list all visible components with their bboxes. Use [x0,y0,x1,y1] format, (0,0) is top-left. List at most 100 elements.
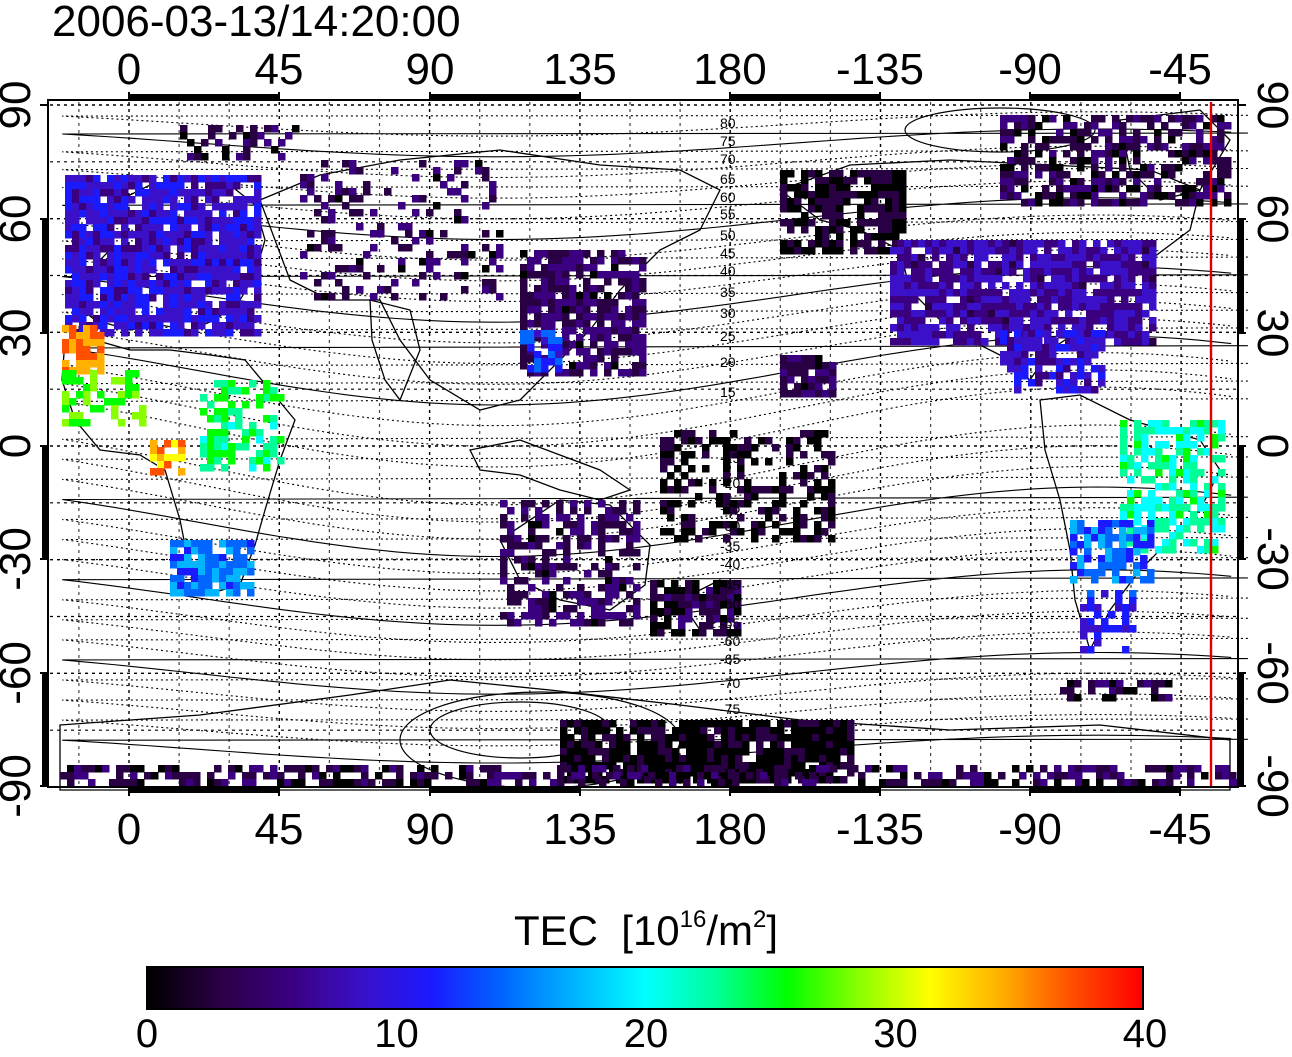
tec-cell [1126,115,1134,123]
tec-cell [1070,344,1078,352]
tec-cell [1007,358,1015,366]
tec-cell [974,261,982,269]
tec-cell [254,273,262,281]
tec-cell [836,198,844,206]
tec-cell [221,408,229,416]
tec-cell [1128,261,1136,269]
tec-cell [226,217,234,225]
tec-cell [744,493,752,501]
tec-cell [1000,122,1008,130]
colorbar-unit-base: 10 [632,907,680,954]
tec-cell [184,301,192,309]
tec-cell [725,779,733,787]
tec-cell [763,727,771,735]
tec-cell [892,226,900,234]
tec-cell [1141,476,1149,484]
tec-cell [576,250,584,258]
tec-cell [676,765,684,773]
tec-cell [107,245,115,253]
tec-cell [897,338,905,346]
tec-cell [787,219,795,227]
tec-cell [925,338,933,346]
tec-cell [1000,143,1008,151]
tec-cell [583,278,591,286]
tec-cell [1091,527,1099,535]
tec-cell [588,748,596,756]
tec-cell [562,334,570,342]
tec-cell [242,401,250,409]
tec-cell [65,245,73,253]
tec-cell [521,500,529,508]
tec-cell [734,601,742,609]
tec-cell [128,182,136,190]
tec-cell [1021,372,1029,380]
tec-cell [263,387,271,395]
tec-cell [686,727,694,735]
tec-cell [1149,338,1157,346]
tec-cell [674,479,682,487]
tec-cell [570,563,578,571]
tec-cell [1077,185,1085,193]
tec-cell [1162,539,1170,547]
tec-cell [734,587,742,595]
tec-cell [226,252,234,260]
tec-cell [737,451,745,459]
tec-cell [723,472,731,480]
tec-cell [1044,247,1052,255]
tec-cell [233,182,241,190]
tec-cell [118,391,126,399]
tec-cell [1080,604,1088,612]
tec-cell [1079,261,1087,269]
tec-cell [583,285,591,293]
tec-cell [721,769,729,777]
tec-cell [1134,511,1142,519]
tec-cell [567,734,575,742]
tec-cell [205,540,213,548]
tec-cell [984,772,992,780]
tec-cell [249,457,257,465]
tec-cell [111,405,119,413]
tec-cell [1021,365,1029,373]
tec-cell [520,306,528,314]
tec-cell [1091,122,1099,130]
tec-cell [569,362,577,370]
tec-cell [612,521,620,529]
tec-cell [170,329,178,337]
tec-cell [542,577,550,585]
tec-cell [233,210,241,218]
tec-cell [633,507,641,515]
tec-cell [1014,351,1022,359]
tec-cell [657,608,665,616]
tec-cell [611,327,619,335]
tec-cell [611,299,619,307]
tec-cell [1091,569,1099,577]
tec-cell [198,252,206,260]
tec-cell [384,286,392,294]
tec-cell [121,210,129,218]
tec-cell [1121,268,1129,276]
tec-cell [228,443,236,451]
tec-cell [100,203,108,211]
tec-cell [1169,546,1177,554]
tec-cell [240,315,248,323]
tec-cell [170,589,178,597]
tec-cell [713,615,721,623]
tec-cell [79,259,87,267]
tec-cell [97,346,105,354]
tec-cell [100,238,108,246]
tec-cell [1210,178,1218,186]
tec-cell [1121,331,1129,339]
tec-cell [548,264,556,272]
tec-cell [79,322,87,330]
tec-cell [662,772,670,780]
tec-cell [1142,310,1150,318]
tec-cell [527,348,535,356]
tec-cell [758,528,766,536]
tec-cell [180,132,188,140]
tec-cell [264,125,272,133]
tec-cell [1072,254,1080,262]
tec-cell [177,308,185,316]
tec-cell [998,772,1006,780]
tec-cell [1148,420,1156,428]
tec-cell [1107,268,1115,276]
